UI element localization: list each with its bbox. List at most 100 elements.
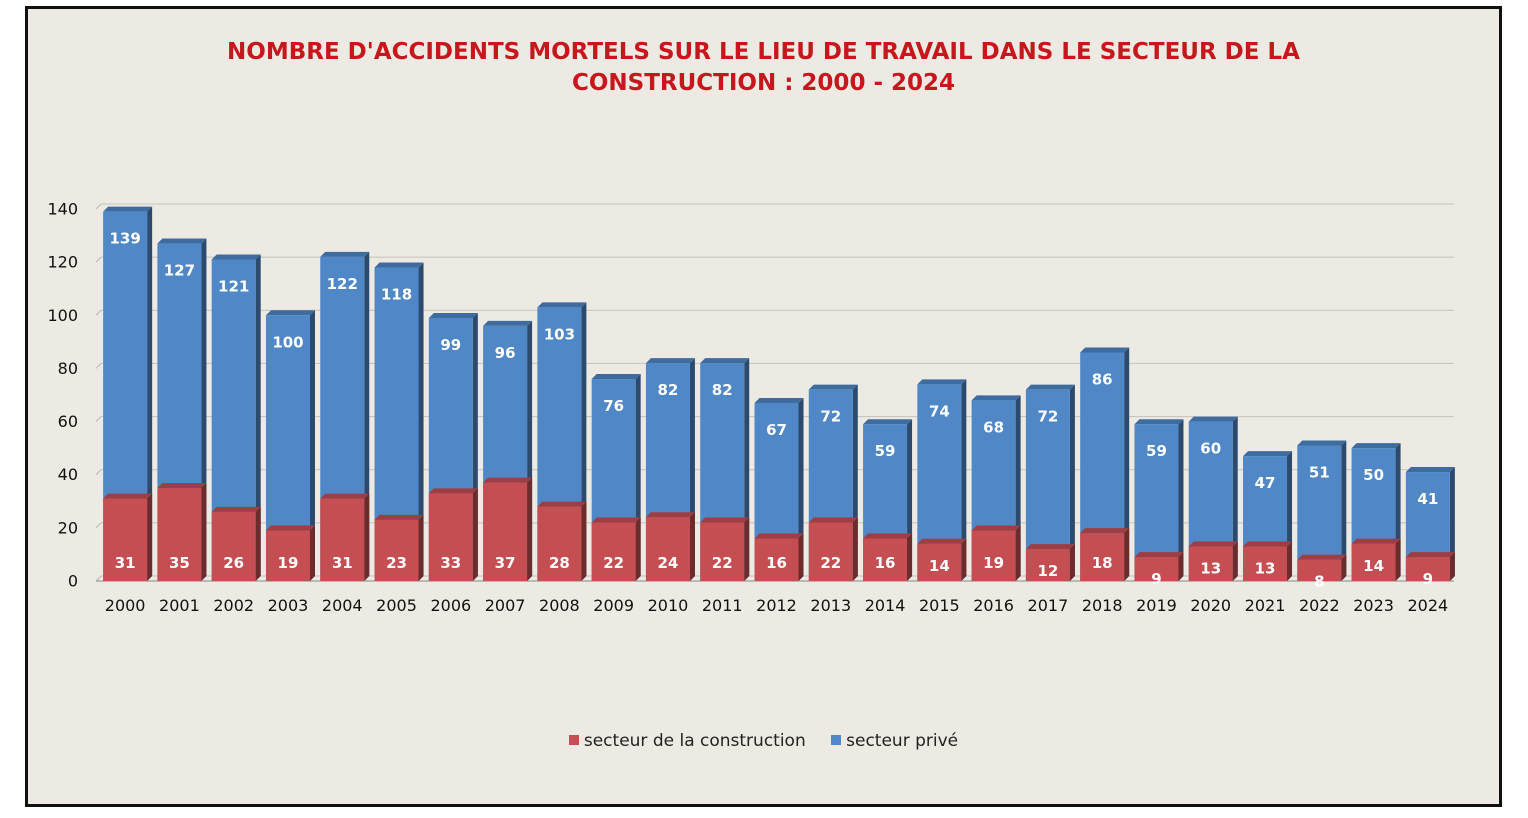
bar-construction-2001-side	[201, 483, 207, 581]
x-tick-label-2003: 2003	[268, 596, 309, 615]
bar-label-prive-2020: 60	[1200, 440, 1221, 458]
bar-label-prive-2013: 72	[820, 408, 841, 426]
bar-construction-2004	[320, 498, 365, 581]
x-tick-label-2007: 2007	[485, 596, 526, 615]
bar-label-construction-2015: 14	[929, 557, 950, 575]
bar-label-prive-2000: 139	[109, 230, 140, 248]
chart-title-line-1: NOMBRE D'ACCIDENTS MORTELS SUR LE LIEU D…	[227, 39, 1300, 65]
bar-label-prive-2022: 51	[1309, 463, 1330, 481]
x-tick-label-2002: 2002	[213, 596, 254, 615]
chart-frame: NOMBRE D'ACCIDENTS MORTELS SUR LE LIEU D…	[25, 6, 1502, 807]
bar-construction-2014-side	[907, 533, 913, 581]
bar-construction-2024-top	[1405, 552, 1455, 558]
bar-construction-2005	[374, 519, 419, 581]
bar-prive-2017-top	[1025, 384, 1075, 390]
bar-construction-2019	[1134, 557, 1179, 581]
bar-construction-2021-side	[1287, 541, 1293, 581]
bar-construction-2019-side	[1178, 552, 1184, 581]
bar-construction-2000-top	[103, 493, 153, 499]
bar-construction-2010-side	[689, 512, 695, 581]
bar-construction-2009-side	[635, 517, 641, 581]
bar-label-construction-2022: 8	[1314, 573, 1324, 591]
bar-construction-2024	[1405, 557, 1450, 581]
bar-label-prive-2008: 103	[544, 325, 575, 343]
bar-construction-2021	[1243, 546, 1288, 581]
bar-label-construction-2024: 9	[1423, 570, 1433, 588]
bar-construction-2002-top	[211, 506, 261, 512]
bar-construction-2023	[1351, 543, 1396, 581]
x-tick-label-2011: 2011	[702, 596, 743, 615]
bar-label-prive-2019: 59	[1146, 442, 1167, 460]
bar-prive-2005-side	[418, 262, 424, 581]
bar-label-prive-2015: 74	[929, 402, 950, 420]
bar-label-prive-2016: 68	[983, 418, 1004, 436]
bar-label-construction-2000: 31	[115, 554, 136, 572]
bar-construction-2014-top	[863, 533, 913, 539]
x-tick-label-2010: 2010	[648, 596, 689, 615]
bar-construction-2003-top	[265, 525, 315, 531]
bar-prive-2004-top	[320, 251, 370, 257]
bar-prive-2011-top	[700, 358, 750, 364]
bar-prive-2022-top	[1297, 440, 1347, 446]
bar-label-prive-2005: 118	[381, 285, 412, 303]
bar-construction-2009	[591, 522, 636, 581]
bar-label-construction-2007: 37	[495, 554, 516, 572]
chart-title-line-2: CONSTRUCTION : 2000 - 2024	[571, 70, 956, 96]
x-tick-label-2008: 2008	[539, 596, 580, 615]
bar-construction-2007-top	[483, 477, 533, 483]
x-tick-label-2001: 2001	[159, 596, 200, 615]
bar-construction-2011-side	[744, 517, 750, 581]
bar-construction-2022	[1297, 559, 1342, 581]
legend-item-prive: secteur privé	[831, 731, 958, 751]
legend-swatch-prive	[831, 735, 842, 745]
bar-construction-2009-top	[591, 517, 641, 523]
bar-label-construction-2010: 24	[658, 554, 679, 572]
bar-label-prive-2004: 122	[327, 275, 358, 293]
bar-label-prive-2014: 59	[875, 442, 896, 460]
bar-label-construction-2023: 14	[1363, 557, 1384, 575]
gridline-depth-80	[95, 363, 102, 369]
bar-construction-2020-top	[1188, 541, 1238, 547]
bar-construction-2022-side	[1341, 554, 1347, 581]
x-tick-label-2004: 2004	[322, 596, 363, 615]
bar-prive-2003-top	[265, 310, 315, 316]
legend: secteur de la construction secteur privé	[28, 731, 1499, 751]
gridline-depth-20	[95, 522, 102, 529]
x-tick-label-2006: 2006	[430, 596, 471, 615]
bar-construction-2012	[754, 538, 799, 581]
bar-construction-2008-side	[581, 501, 587, 581]
x-tick-label-2005: 2005	[376, 596, 417, 615]
gridline-depth-140	[95, 203, 102, 210]
bar-label-prive-2011: 82	[712, 381, 733, 399]
bar-prive-2008-top	[537, 302, 587, 308]
bar-prive-2005-top	[374, 262, 424, 268]
bar-prive-2014-top	[863, 419, 913, 425]
bar-construction-2020	[1188, 546, 1233, 581]
bar-prive-2015-top	[917, 379, 967, 385]
bar-label-construction-2013: 22	[820, 554, 841, 572]
y-tick-label-60: 60	[58, 412, 78, 431]
bar-construction-2006-top	[428, 488, 478, 494]
bar-label-construction-2021: 13	[1255, 559, 1276, 577]
bar-label-construction-2011: 22	[712, 554, 733, 572]
bar-label-prive-2018: 86	[1092, 370, 1113, 388]
bar-construction-2003	[265, 530, 310, 581]
y-tick-label-140: 140	[47, 200, 78, 219]
bar-construction-2016	[971, 530, 1016, 581]
bar-construction-2021-top	[1243, 541, 1293, 547]
bar-chart: 0204060801001201401393120001273520011212…	[47, 200, 1455, 615]
x-tick-label-2024: 2024	[1408, 596, 1449, 615]
bar-prive-2006-top	[428, 312, 478, 318]
gridline-depth-60	[95, 416, 102, 422]
bar-construction-2015-side	[961, 538, 967, 581]
bar-construction-2005-top	[374, 514, 424, 520]
bar-construction-2003-side	[309, 525, 315, 581]
bar-construction-2006-side	[472, 488, 478, 581]
bar-label-construction-2014: 16	[875, 554, 896, 572]
x-tick-label-2016: 2016	[973, 596, 1014, 615]
bar-construction-2014	[863, 538, 908, 581]
bar-prive-2019-top	[1134, 419, 1184, 425]
bar-construction-2008	[537, 506, 582, 581]
bar-construction-2010-top	[645, 512, 695, 518]
x-tick-label-2017: 2017	[1028, 596, 1069, 615]
